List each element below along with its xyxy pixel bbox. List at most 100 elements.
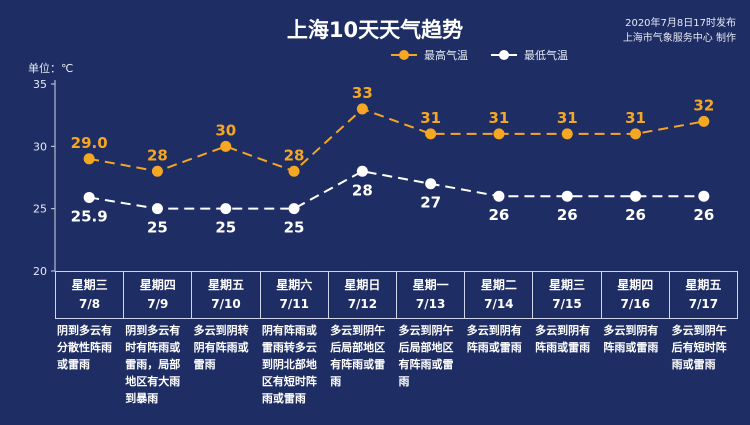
weather-description: 多云到阴有阵雨或雷雨	[535, 324, 591, 354]
publish-time: 2020年7月8日17时发布	[625, 18, 736, 29]
data-label-high: 31	[420, 109, 441, 127]
data-point-high	[220, 140, 232, 152]
data-point-low	[220, 203, 232, 215]
legend-low-marker	[491, 50, 517, 60]
y-tick-label: 30	[33, 140, 47, 153]
weather-description: 多云到阴转阴有阵雨或雷雨	[193, 324, 249, 371]
weather-description-row: 阴到多云有分散性阵雨或雷雨 阴到多云有时有阵雨或雷雨，局部地区有大雨到暴雨 多云到阴…	[55, 322, 738, 407]
day-table: 星期三 7/8 星期四 7/9 星期五 7/10 星期六 7/11 星期日 7/12 星期一 7/13…	[55, 271, 738, 319]
day-date: 7/16	[620, 297, 650, 311]
data-point-high	[83, 153, 95, 165]
weather-description: 阴到多云有分散性阵雨或雷雨	[57, 324, 112, 371]
weather-description: 多云到阴有阵雨或雷雨	[466, 324, 522, 354]
data-point-high	[288, 165, 300, 177]
unit-label: 单位：℃	[28, 62, 74, 75]
day-date: 7/13	[415, 297, 446, 311]
day-date: 7/9	[147, 297, 169, 311]
data-point-high	[425, 128, 437, 140]
day-date: 7/17	[688, 297, 719, 311]
series-line-low	[88, 170, 704, 210]
day-weekday: 星期日	[344, 278, 381, 292]
day-date: 7/11	[279, 297, 309, 311]
data-label-high: 29.0	[71, 134, 108, 152]
weather-description: 多云到阴午后有短时阵雨或雷雨	[671, 324, 727, 371]
data-label-low: 26	[693, 206, 714, 224]
data-label-high: 33	[352, 84, 373, 102]
y-tick-label: 25	[33, 203, 47, 216]
data-label-low: 26	[557, 206, 578, 224]
legend: 最高气温 最低气温	[390, 47, 590, 63]
data-point-low	[425, 178, 437, 190]
legend-low-label: 最低气温	[524, 49, 568, 62]
day-date: 7/8	[79, 297, 101, 311]
day-cell: 星期四 7/9	[124, 272, 193, 318]
data-point-low	[698, 190, 710, 202]
day-weekday: 星期四	[617, 278, 654, 292]
day-cell: 星期日 7/12	[329, 272, 398, 318]
data-point-low	[151, 203, 163, 215]
weather-description: 多云到阴午后局部地区有阵雨或雷雨	[330, 324, 386, 388]
day-weekday: 星期三	[549, 278, 586, 292]
data-point-high	[151, 165, 163, 177]
day-weekday: 星期六	[276, 278, 313, 292]
data-point-low	[630, 190, 642, 202]
day-weekday: 星期二	[480, 278, 517, 292]
day-date: 7/12	[347, 297, 378, 311]
data-label-low: 26	[489, 206, 510, 224]
data-label-low: 25	[284, 219, 305, 237]
data-label-low: 26	[625, 206, 646, 224]
day-cell: 星期二 7/14	[465, 272, 534, 318]
y-tick-label: 20	[33, 265, 47, 278]
data-label-low: 25.9	[71, 207, 108, 225]
day-date: 7/14	[484, 297, 514, 311]
data-label-high: 31	[625, 109, 646, 127]
data-label-high: 31	[489, 109, 510, 127]
day-date: 7/10	[211, 297, 241, 311]
data-point-low	[561, 190, 573, 202]
day-date: 7/15	[552, 297, 582, 311]
series-line-high	[88, 107, 705, 173]
day-weekday: 星期三	[71, 278, 108, 292]
legend-high-label: 最高气温	[424, 49, 468, 62]
day-weekday: 星期四	[139, 278, 176, 292]
day-cell: 星期三 7/15	[533, 272, 602, 318]
data-label-high: 28	[147, 146, 168, 164]
data-point-high	[356, 103, 368, 115]
data-point-high	[561, 128, 573, 140]
weather-description: 阴有阵雨或雷雨转多云到阴北部地区有短时阵雨或雷雨	[261, 324, 317, 405]
weather-description: 多云到阴午后局部地区有阵雨或雷雨	[398, 324, 454, 388]
data-point-low	[83, 191, 95, 203]
day-cell: 星期五 7/10	[192, 272, 261, 318]
data-label-high: 31	[557, 109, 578, 127]
data-point-low	[493, 190, 505, 202]
day-cell: 星期五 7/17	[670, 272, 737, 318]
publish-info: 2020年7月8日17时发布 上海市气象服务中心 制作	[536, 16, 736, 46]
legend-high: 最高气温	[390, 47, 468, 63]
y-tick-label: 35	[33, 78, 47, 91]
day-cell: 星期六 7/11	[261, 272, 329, 318]
day-cell: 星期三 7/8	[56, 272, 125, 318]
data-point-high	[698, 115, 710, 127]
day-weekday: 星期五	[208, 278, 245, 292]
day-weekday: 星期一	[412, 278, 449, 292]
data-point-high	[493, 128, 505, 140]
legend-low: 最低气温	[490, 47, 568, 63]
legend-high-marker	[391, 50, 417, 60]
data-label-high: 30	[215, 121, 236, 139]
day-cell: 星期一 7/13	[397, 272, 466, 318]
day-weekday: 星期五	[685, 278, 722, 292]
data-point-low	[356, 165, 368, 177]
weather-description: 阴到多云有时有阵雨或雷雨，局部地区有大雨到暴雨	[125, 324, 181, 405]
data-label-high: 28	[284, 146, 305, 164]
data-label-high: 32	[693, 96, 714, 114]
data-point-high	[630, 128, 642, 140]
publisher: 上海市气象服务中心 制作	[622, 33, 736, 44]
day-cell: 星期四 7/16	[602, 272, 670, 318]
data-label-low: 27	[420, 194, 441, 212]
data-point-low	[288, 203, 300, 215]
weather-description: 多云到阴有阵雨或雷雨	[603, 324, 659, 354]
chart-title: 上海10天天气趋势	[286, 18, 464, 42]
data-label-low: 25	[215, 219, 236, 237]
data-label-low: 28	[352, 181, 373, 199]
